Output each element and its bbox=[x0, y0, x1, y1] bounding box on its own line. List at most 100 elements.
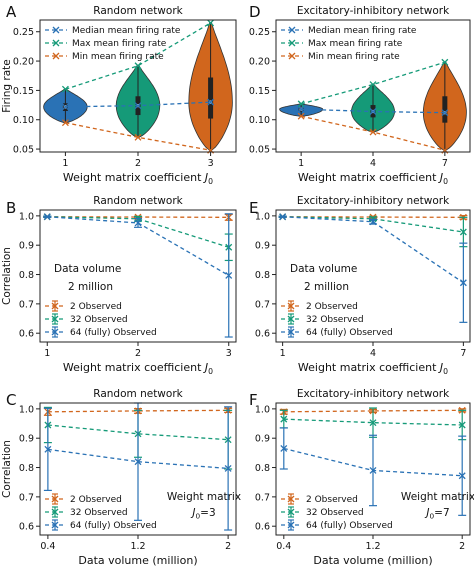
y-tick-label: 0.8 bbox=[19, 463, 34, 474]
data-point bbox=[51, 315, 59, 323]
series-line bbox=[47, 448, 229, 470]
data-point bbox=[287, 495, 295, 503]
y-tick-label: 0.6 bbox=[255, 329, 270, 340]
data-point bbox=[369, 128, 377, 136]
y-tick-label: 0.05 bbox=[249, 145, 270, 156]
data-point bbox=[51, 495, 59, 503]
x-tick-label: 3 bbox=[208, 158, 214, 169]
data-point bbox=[369, 467, 377, 474]
x-tick-label: 2 bbox=[135, 348, 141, 359]
data-point bbox=[369, 108, 377, 115]
y-tick-label: 0.6 bbox=[19, 329, 34, 340]
y-tick-label: 0.7 bbox=[255, 492, 270, 503]
legend-label: Min mean firing rate bbox=[308, 52, 400, 62]
data-point bbox=[458, 421, 466, 429]
data-point bbox=[458, 472, 466, 480]
data-point bbox=[280, 445, 288, 452]
violin-iqr-box bbox=[208, 77, 214, 119]
annotation-text: J0=3 bbox=[190, 507, 215, 521]
x-tick-label: 4 bbox=[370, 158, 376, 169]
series-line bbox=[47, 216, 229, 248]
y-tick-label: 0.25 bbox=[249, 27, 270, 38]
y-tick-label: 0.20 bbox=[249, 57, 270, 68]
series-line bbox=[282, 216, 464, 284]
y-tick-label: 0.10 bbox=[13, 115, 34, 126]
y-tick-label: 0.7 bbox=[19, 299, 34, 310]
data-point bbox=[369, 419, 377, 427]
data-point bbox=[61, 119, 69, 127]
y-tick-label: 1.0 bbox=[255, 211, 270, 222]
data-point bbox=[224, 464, 232, 472]
data-point bbox=[134, 62, 142, 70]
x-axis-label: Weight matrix coefficient J0 bbox=[63, 361, 213, 376]
panel-title: Excitatory-inhibitory network bbox=[297, 388, 450, 400]
y-tick-label: 0.25 bbox=[13, 27, 34, 38]
legend-label: 64 (fully) Observed bbox=[306, 521, 393, 531]
data-point bbox=[61, 103, 69, 111]
data-point bbox=[52, 52, 60, 60]
y-axis-label: Firing rate bbox=[1, 59, 13, 112]
x-tick-label: 7 bbox=[460, 348, 466, 359]
y-tick-label: 0.9 bbox=[255, 241, 270, 252]
panel-title: Excitatory-inhibitory network bbox=[297, 5, 450, 17]
y-tick-label: 1.0 bbox=[19, 211, 34, 222]
y-tick-label: 0.7 bbox=[255, 299, 270, 310]
x-axis-label: Weight matrix coefficient J0 bbox=[298, 171, 448, 186]
panel-letter: A bbox=[6, 3, 17, 21]
series-line bbox=[47, 216, 230, 276]
y-tick-label: 0.6 bbox=[19, 522, 34, 533]
annotation-text: 2 million bbox=[304, 281, 349, 293]
data-point bbox=[52, 26, 60, 34]
annotation-text: 2 million bbox=[68, 281, 113, 293]
annotation-text: Weight matrix bbox=[167, 491, 241, 503]
y-tick-label: 0.8 bbox=[255, 270, 270, 281]
y-tick-label: 0.9 bbox=[19, 241, 34, 252]
data-point bbox=[459, 279, 467, 287]
x-tick-label: 2 bbox=[135, 158, 141, 169]
data-point bbox=[288, 52, 296, 60]
data-point bbox=[459, 228, 467, 236]
x-tick-label: 7 bbox=[442, 158, 448, 169]
data-point bbox=[134, 102, 142, 110]
legend-label: 32 Observed bbox=[70, 315, 128, 325]
panel-letter: C bbox=[6, 391, 16, 409]
data-point bbox=[207, 98, 215, 106]
data-point bbox=[43, 213, 51, 221]
x-axis-label: Data volume (million) bbox=[313, 554, 432, 567]
x-tick-label: 4 bbox=[370, 348, 376, 359]
series-line bbox=[283, 418, 463, 426]
data-point bbox=[297, 112, 305, 120]
y-tick-label: 0.10 bbox=[249, 115, 270, 126]
series-line bbox=[300, 61, 446, 105]
x-tick-label: 1 bbox=[298, 158, 304, 169]
y-tick-label: 1.0 bbox=[255, 404, 270, 415]
x-tick-label: 3 bbox=[226, 348, 232, 359]
y-tick-label: 0.20 bbox=[13, 57, 34, 68]
data-point bbox=[134, 219, 142, 227]
y-tick-label: 0.8 bbox=[19, 270, 34, 281]
data-point bbox=[207, 19, 215, 27]
y-axis-label: Correlation bbox=[1, 247, 13, 305]
y-tick-label: 0.15 bbox=[13, 86, 34, 97]
data-point bbox=[51, 302, 59, 310]
annotation-text: Weight matrix bbox=[401, 491, 474, 503]
panel-title: Random network bbox=[93, 5, 183, 17]
data-point bbox=[287, 302, 295, 310]
data-point bbox=[51, 521, 59, 529]
legend-label: 32 Observed bbox=[70, 508, 128, 518]
data-point bbox=[287, 315, 295, 323]
panel-letter: E bbox=[249, 199, 258, 217]
data-point bbox=[288, 39, 296, 47]
y-axis-label: Correlation bbox=[1, 440, 13, 498]
data-point bbox=[279, 213, 287, 221]
data-point bbox=[287, 521, 295, 529]
legend-label: 64 (fully) Observed bbox=[70, 521, 157, 531]
legend-label: Median mean firing rate bbox=[72, 26, 181, 36]
legend-label: 2 Observed bbox=[70, 302, 122, 312]
data-point bbox=[288, 26, 296, 34]
y-tick-label: 1.0 bbox=[19, 404, 34, 415]
violin-iqr-box bbox=[442, 96, 448, 123]
legend-label: 2 Observed bbox=[306, 302, 358, 312]
data-point bbox=[369, 218, 377, 226]
annotation-text: Data volume bbox=[54, 263, 121, 275]
